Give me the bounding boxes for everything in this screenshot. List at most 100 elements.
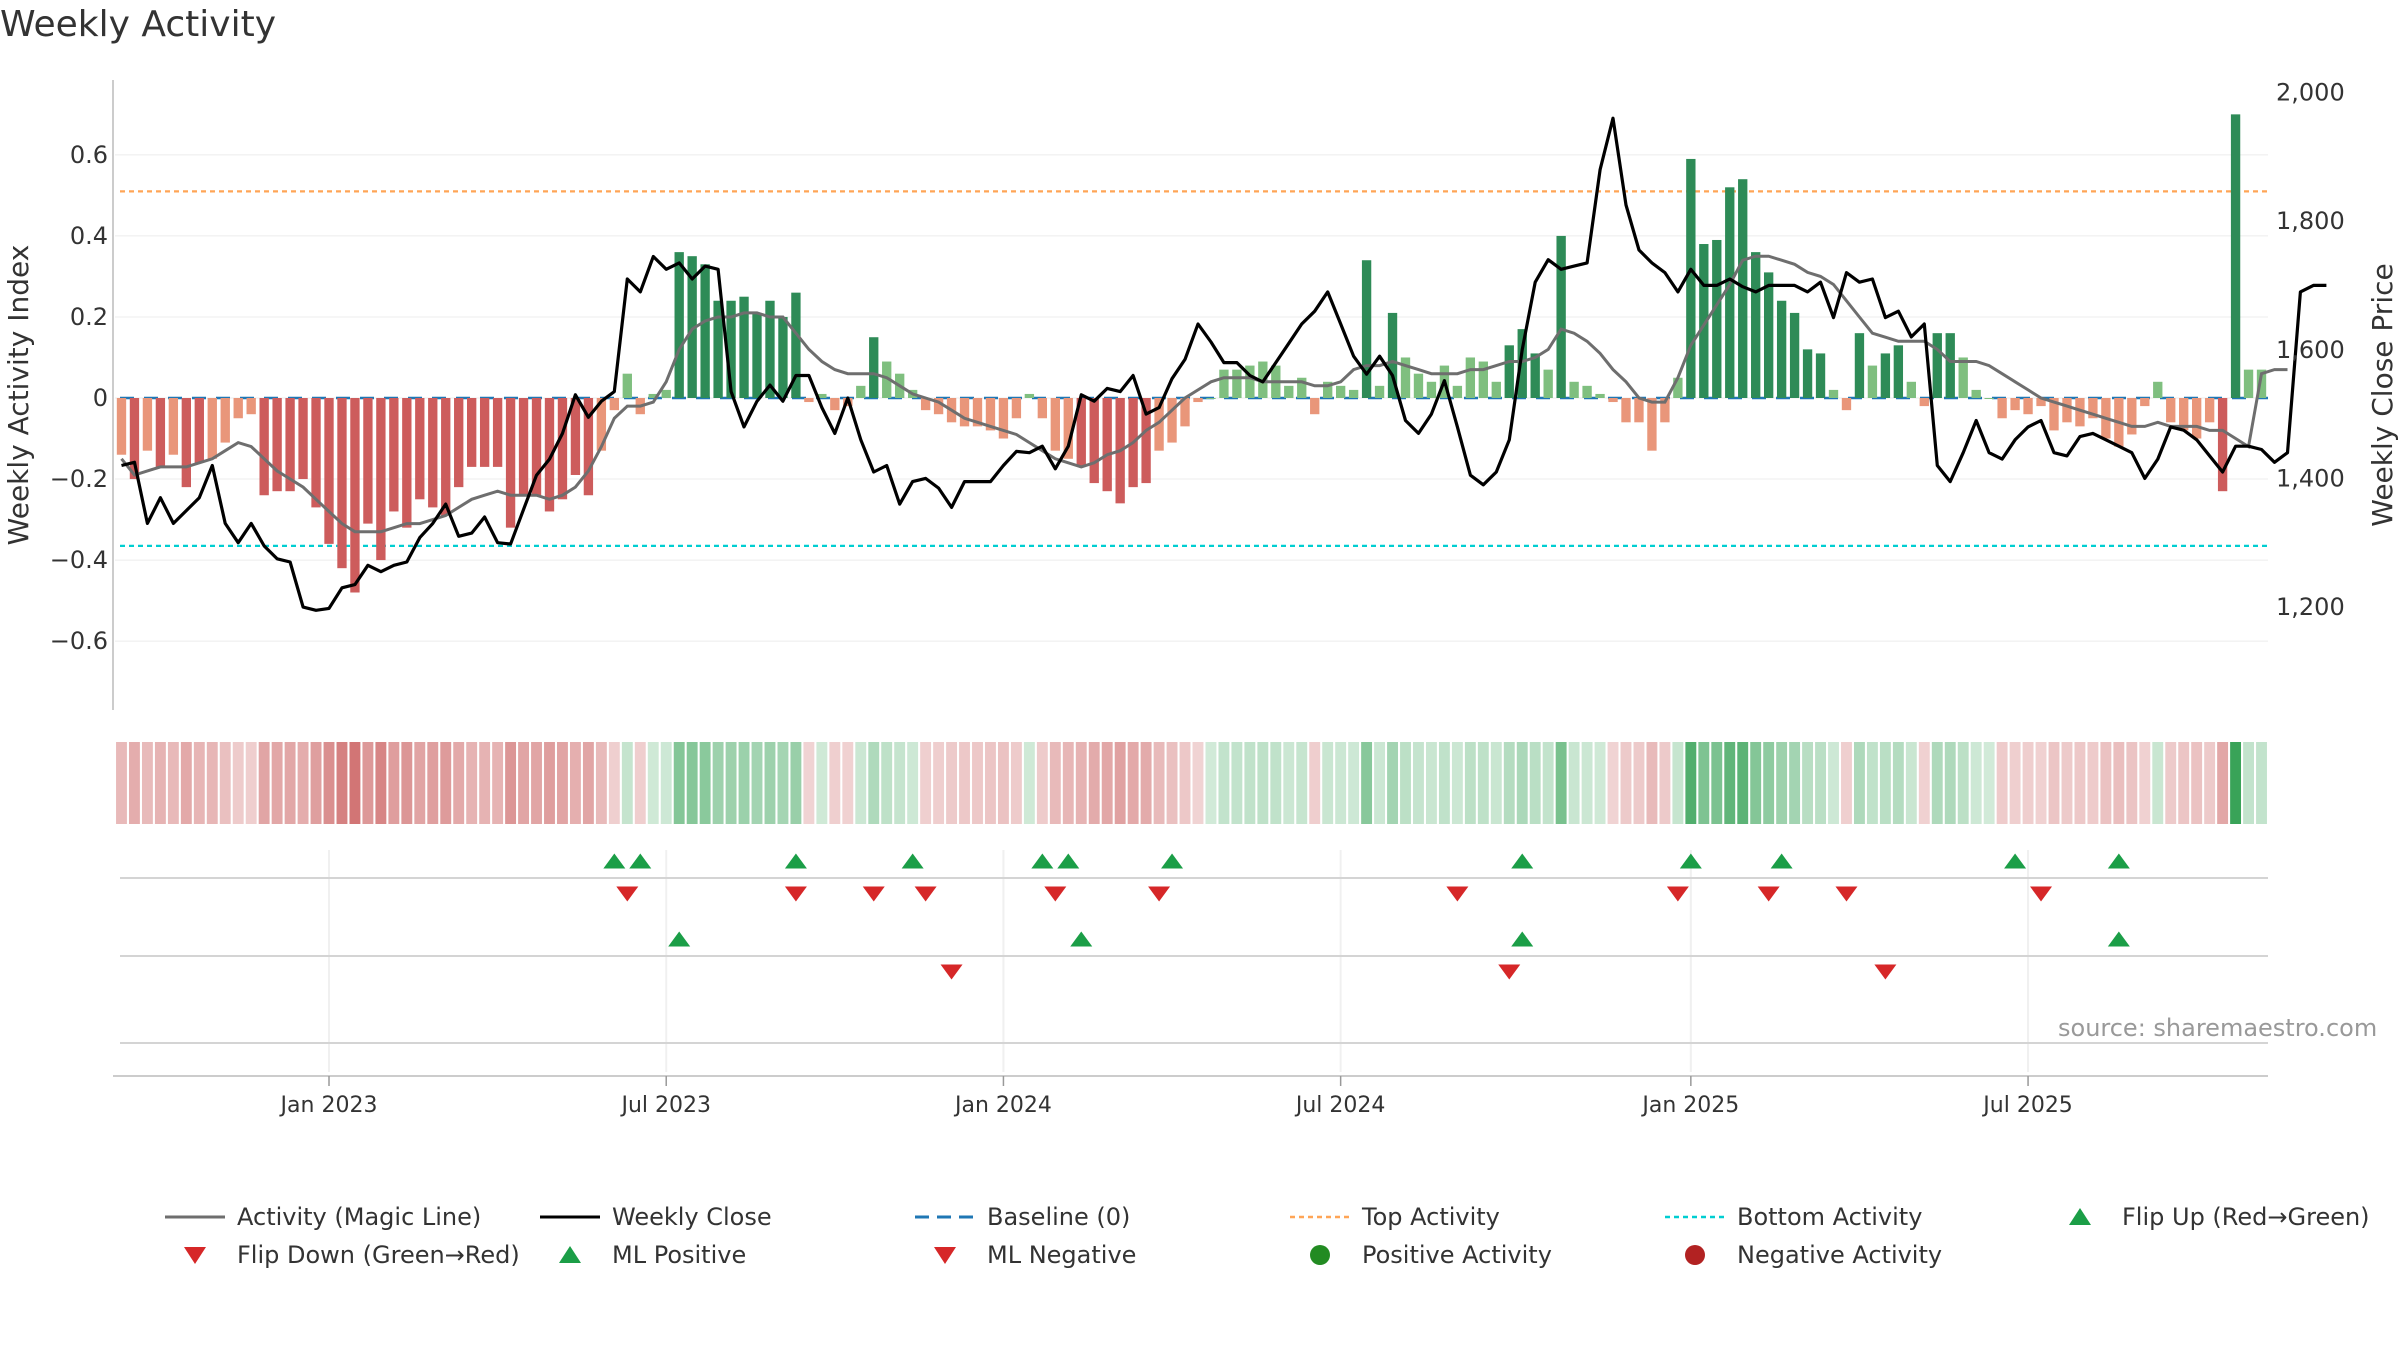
triangle-down-icon — [184, 1247, 206, 1264]
activity-bar — [2036, 398, 2046, 407]
y2-tick-label: 1,800 — [2276, 207, 2345, 235]
activity-strip-cell — [2113, 742, 2125, 824]
x-tick-label: Jul 2023 — [619, 1093, 711, 1118]
activity-strip-cell — [297, 742, 309, 824]
activity-bar — [1517, 329, 1527, 398]
activity-strip-cell — [479, 742, 491, 824]
activity-bar — [531, 398, 542, 496]
chart-title: Weekly Activity — [0, 4, 277, 45]
activity-bar — [1154, 398, 1164, 451]
activity-strip-cell — [1374, 742, 1386, 824]
flip-up-marker — [1031, 853, 1054, 869]
grid-lines — [115, 154, 2268, 1072]
activity-strip-cell — [1737, 742, 1749, 824]
activity-strip-cell — [920, 742, 932, 824]
activity-strip-cell — [595, 742, 607, 824]
activity-strip-cell — [1828, 742, 1839, 824]
activity-bar — [830, 398, 840, 411]
activity-strip-cell — [725, 742, 737, 824]
activity-strip-cell — [2022, 742, 2034, 824]
activity-strip-cell — [1257, 742, 1269, 824]
flip-down-marker — [616, 886, 639, 902]
activity-strip-cell — [1841, 742, 1852, 824]
x-tick-label: Jul 2024 — [1294, 1093, 1386, 1118]
activity-strip-cell — [2191, 742, 2203, 824]
activity-bar — [1245, 365, 1255, 398]
legend-item-bottom-activity: Bottom Activity — [1665, 1203, 1922, 1231]
activity-bar — [1906, 381, 1916, 398]
activity-bar — [2153, 381, 2163, 398]
activity-strip-cell — [1490, 742, 1502, 824]
activity-strip-cell — [1944, 742, 1956, 824]
y-axis-title: Weekly Activity Index — [2, 245, 35, 546]
activity-bar — [2166, 398, 2176, 423]
activity-strip-cell — [2100, 742, 2112, 824]
x-tick-label: Jul 2025 — [1981, 1093, 2073, 1118]
activity-bar — [2140, 398, 2150, 407]
activity-bar — [1945, 333, 1955, 398]
activity-bar — [479, 398, 490, 467]
activity-strip-cell — [349, 742, 361, 824]
activity-bar — [363, 398, 373, 524]
activity-bar — [2010, 398, 2020, 411]
activity-strip-cell — [1361, 742, 1373, 824]
flip-down-marker — [1757, 886, 1780, 902]
activity-bar — [2088, 398, 2098, 419]
activity-strip-cell — [634, 742, 646, 824]
activity-strip-cell — [1425, 742, 1437, 824]
activity-bar — [778, 316, 788, 398]
activity-bar — [272, 398, 282, 492]
activity-bar — [415, 398, 425, 500]
activity-strip-cell — [440, 742, 452, 824]
activity-strip-cell — [362, 742, 374, 824]
activity-strip-cell — [1010, 742, 1022, 824]
y-tick-label: 0.2 — [70, 303, 108, 331]
activity-strip-cell — [1776, 742, 1788, 824]
activity-bar — [2217, 398, 2228, 492]
activity-bar — [1063, 398, 1073, 459]
legend-item-weekly-close: Weekly Close — [540, 1203, 772, 1231]
activity-bar — [985, 398, 996, 431]
activity-strip-cell — [1594, 742, 1606, 824]
legend-item-ml-negative: ML Negative — [915, 1241, 1136, 1269]
activity-strip-cell — [1892, 742, 1904, 824]
activity-bar — [1841, 398, 1852, 411]
activity-bar — [1932, 333, 1942, 398]
activity-bar — [1465, 357, 1476, 398]
activity-strip-cell — [1036, 742, 1048, 824]
flip-up-marker — [1057, 853, 1080, 869]
activity-strip-cell — [1905, 742, 1917, 824]
activity-bar — [1348, 389, 1359, 398]
flip-up-marker — [2107, 853, 2130, 869]
activity-strip-cell — [375, 742, 387, 824]
activity-strip-cell — [1802, 742, 1814, 824]
ml-negative-marker — [1874, 964, 1897, 980]
activity-bar — [389, 398, 399, 512]
activity-strip-cell — [2230, 742, 2242, 824]
activity-bar — [1232, 369, 1242, 398]
activity-strip-cell — [531, 742, 542, 824]
activity-strip-cell — [401, 742, 413, 824]
activity-bar — [1491, 381, 1501, 398]
activity-strip-cell — [154, 742, 166, 824]
activity-strip-cell — [803, 742, 815, 824]
flip-up-marker — [603, 853, 626, 869]
legend: Activity (Magic Line) Weekly Close Basel… — [150, 1203, 2380, 1283]
legend-label: Flip Up (Red→Green) — [2122, 1203, 2370, 1231]
activity-bar — [998, 398, 1009, 439]
activity-bar — [1426, 381, 1437, 398]
activity-strip-cell — [167, 742, 179, 824]
activity-strip-cell — [518, 742, 529, 824]
activity-strip-cell — [1633, 742, 1645, 824]
activity-strip-cell — [868, 742, 880, 824]
activity-strip-cell — [2178, 742, 2190, 824]
activity-strip-cell — [647, 742, 659, 824]
activity-bar — [1413, 373, 1424, 398]
activity-strip-cell — [1438, 742, 1450, 824]
activity-bar — [1076, 398, 1086, 467]
activity-bar — [622, 373, 632, 398]
activity-strip-cell — [2087, 742, 2099, 824]
activity-strip-cell — [206, 742, 218, 824]
activity-strip-cell — [1244, 742, 1256, 824]
activity-strip-cell — [621, 742, 633, 824]
